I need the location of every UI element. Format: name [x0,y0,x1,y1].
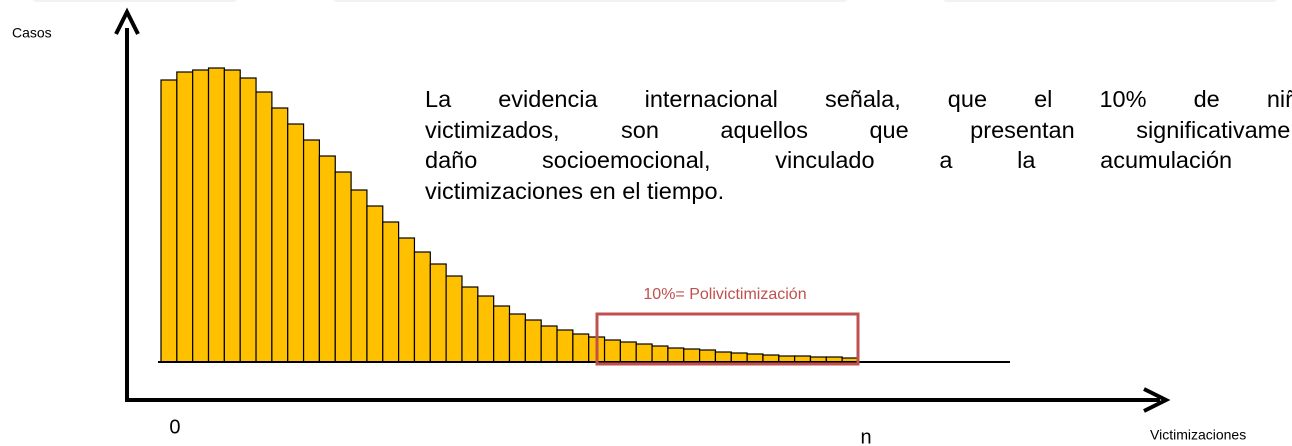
bar [239,77,257,363]
bar [302,139,321,363]
text-line: victimizaciones en el tiempo. [425,177,725,204]
bar [366,205,384,363]
bar [445,275,463,363]
bar [667,347,685,363]
bar [223,69,241,363]
bar [683,348,701,363]
bar [762,354,780,363]
bar [746,353,764,363]
bar [651,345,669,363]
bar [160,79,178,363]
bar [271,107,289,363]
decoration [32,0,238,2]
bar [429,263,447,363]
x-tick-label: n [860,426,871,446]
bar [635,343,653,363]
bar [192,69,210,363]
bar [698,349,717,363]
bracket [595,312,860,366]
bar [730,352,748,363]
bar [619,341,637,363]
bar [207,67,225,363]
bar [461,286,479,363]
bar [255,91,273,363]
bar [176,71,194,363]
bar [287,123,305,363]
bar [524,319,542,363]
bar [556,329,574,363]
text-line: daño socioemocional, vinculado a la acum… [425,147,1292,173]
y-axis-label: Casos [12,25,52,41]
y-arrow [114,7,140,35]
bar [540,325,558,363]
text-line: La evidencia internacional señala, que e… [425,86,1292,112]
bar [603,339,621,363]
bar [477,295,495,363]
bar [350,189,368,363]
x-axis-label: Victimizaciones [1150,427,1246,443]
decoration [332,0,848,2]
x-tick-label: 0 [169,416,180,438]
decoration [942,0,1278,2]
text-line: victimizados, son aquellos que presentan… [425,116,1292,143]
bar [714,351,732,363]
bar [413,251,431,363]
bar [382,221,400,363]
x-arrow [1143,387,1171,413]
bar [508,313,526,363]
bar [334,171,352,363]
bar [493,305,511,363]
bar [398,237,416,363]
paragraph: La evidencia internacional señala, que e… [425,84,1292,206]
annotation: 10%= Polivictimización [643,286,806,303]
bar [318,155,336,363]
bar [572,333,590,363]
